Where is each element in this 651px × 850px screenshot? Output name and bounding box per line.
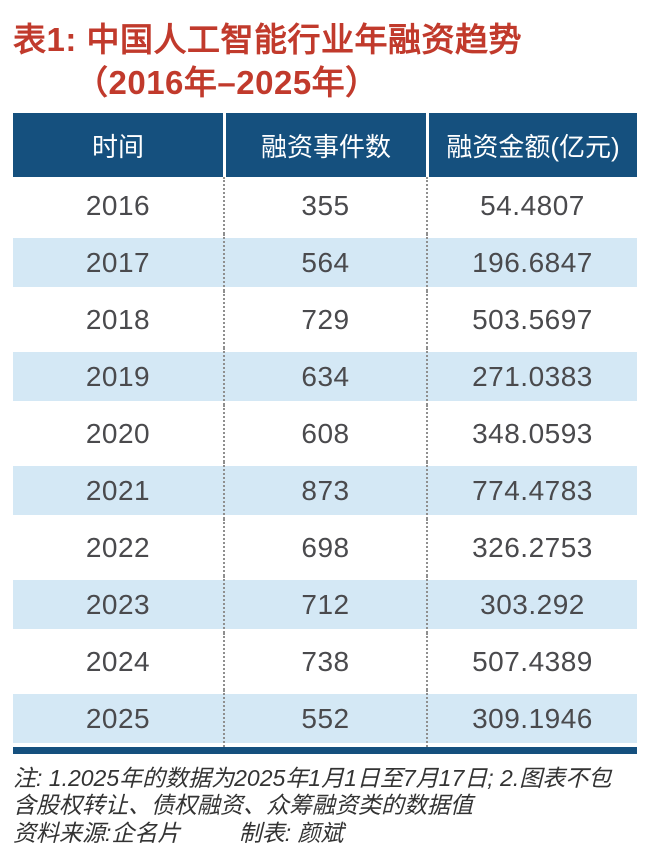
- table-cell: 738: [223, 633, 426, 690]
- table-row: 2017 564 196.6847: [13, 234, 637, 291]
- table-cell: 271.0383: [426, 348, 637, 405]
- table-cell: 634: [223, 348, 426, 405]
- financing-table: 时间 融资事件数 融资金额(亿元) 2016 355 54.4807 2017 564 1…: [13, 113, 637, 754]
- source-line: 资料来源:企名片 制表: 颜斌: [13, 820, 637, 847]
- table-cell: 552: [223, 690, 426, 747]
- table-cell: 2025: [85, 702, 151, 734]
- table-body: 2016 355 54.4807 2017 564 196.6847 2018 729 503.…: [13, 177, 637, 747]
- note-line2: 含股权转让、债权融资、众筹融资类的数据值: [13, 792, 473, 818]
- table-cell: 2017: [85, 246, 151, 278]
- table-maker: 制表: 颜斌: [238, 820, 344, 846]
- table-row: 2023 712 303.292: [13, 576, 637, 633]
- table-cell: 309.1946: [426, 690, 637, 747]
- table-cell: 54.4807: [426, 177, 637, 234]
- table-cell: 698: [223, 519, 426, 576]
- note-line1: 注: 1.2025年的数据为2025年1月1日至7月17日; 2.图表不包: [13, 765, 612, 791]
- table-cell: 2021: [85, 474, 151, 506]
- table-cell: 774.4783: [426, 462, 637, 519]
- table-cell: 348.0593: [426, 405, 637, 462]
- table-header-row: 时间 融资事件数 融资金额(亿元): [13, 113, 637, 177]
- table-cell: 503.5697: [426, 291, 637, 348]
- table-row: 2021 873 774.4783: [13, 462, 637, 519]
- header-cell-year: 时间: [91, 131, 144, 162]
- table-cell: 2016: [85, 189, 151, 221]
- table-cell: 873: [223, 462, 426, 519]
- table-row: 2024 738 507.4389: [13, 633, 637, 690]
- table-row: 2019 634 271.0383: [13, 348, 637, 405]
- table-cell: 507.4389: [426, 633, 637, 690]
- header-cell-amount: 融资金额(亿元): [426, 113, 637, 177]
- table-cell: 564: [223, 234, 426, 291]
- figure-title-line2: （2016年–2025年）: [75, 64, 379, 101]
- table-cell: 196.6847: [426, 234, 637, 291]
- data-source: 资料来源:企名片: [13, 820, 181, 846]
- header-cell-event-count: 融资事件数: [223, 113, 426, 177]
- table-cell: 608: [223, 405, 426, 462]
- footnotes: 注: 1.2025年的数据为2025年1月1日至7月17日; 2.图表不包 含股…: [13, 765, 637, 847]
- table-cell: 729: [223, 291, 426, 348]
- table-cell: 2020: [85, 417, 151, 449]
- figure-title: 表1: 中国人工智能行业年融资趋势 （2016年–2025年）: [13, 18, 637, 104]
- table-cell: 712: [223, 576, 426, 633]
- table-cell: 2018: [85, 303, 151, 335]
- table-row: 2022 698 326.2753: [13, 519, 637, 576]
- table-bottom-rule: [13, 747, 637, 754]
- table-cell: 355: [223, 177, 426, 234]
- table-cell: 2019: [85, 360, 151, 392]
- table-cell: 303.292: [426, 576, 637, 633]
- table-row: 2016 355 54.4807: [13, 177, 637, 234]
- table-row: 2018 729 503.5697: [13, 291, 637, 348]
- table-row: 2025 552 309.1946: [13, 690, 637, 747]
- table-cell: 2022: [85, 531, 151, 563]
- table-row: 2020 608 348.0593: [13, 405, 637, 462]
- figure-title-line1: 表1: 中国人工智能行业年融资趋势: [13, 21, 523, 58]
- table-cell: 2023: [85, 588, 151, 620]
- table-cell: 2024: [85, 645, 151, 677]
- table-cell: 326.2753: [426, 519, 637, 576]
